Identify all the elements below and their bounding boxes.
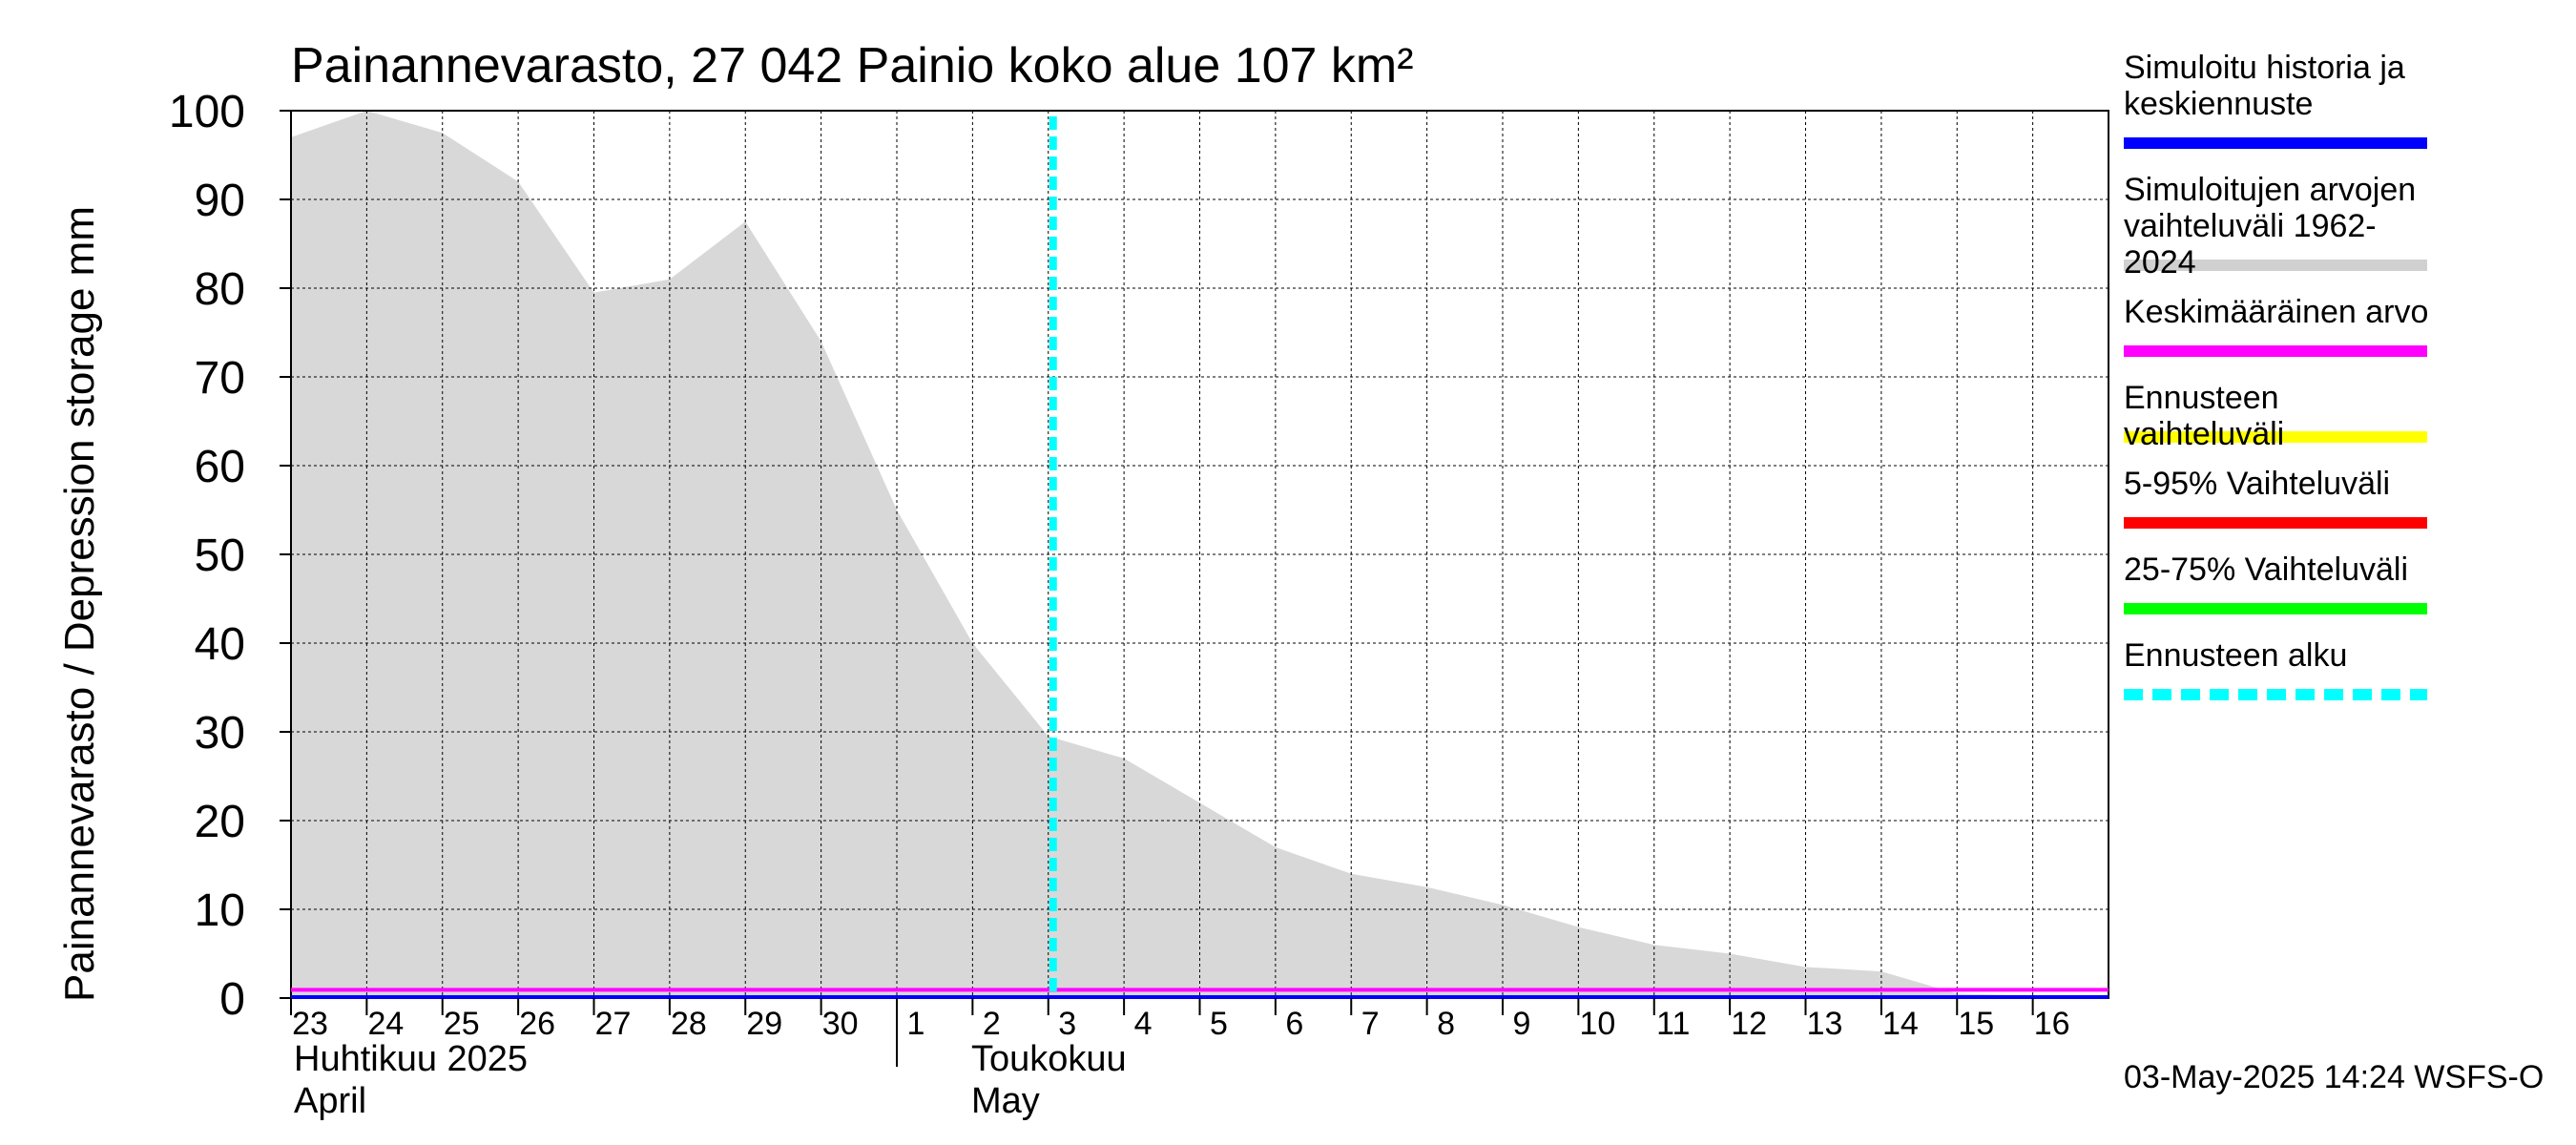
x-tick-label: 16: [2034, 1006, 2070, 1042]
x-tick-labels: 23 24 25 26 27 28 29 30 1 2 3 4 5 6 7 8 9 10 11 12 13 14 15 16: [290, 998, 2070, 1067]
legend-label: Ennusteen vaihteluväli: [2124, 380, 2285, 452]
x-tick-label: 28: [671, 1006, 707, 1042]
legend-label: Simuloitu historia ja keskiennuste: [2124, 50, 2405, 122]
month-label-april-en: April: [294, 1081, 366, 1121]
x-tick-label: 25: [444, 1006, 480, 1042]
y-tick-label: 70: [195, 353, 245, 404]
x-tick-label: 14: [1882, 1006, 1919, 1042]
month-label-april-fi: Huhtikuu 2025: [294, 1039, 528, 1079]
x-tick-label: 3: [1058, 1006, 1076, 1042]
timestamp: 03-May-2025 14:24 WSFS-O: [2124, 1059, 2545, 1095]
y-tick-label: 80: [195, 264, 245, 315]
x-tick-label: 2: [983, 1006, 1001, 1042]
x-tick-label: 11: [1656, 1006, 1690, 1042]
y-tick-label: 50: [195, 531, 245, 581]
x-tick-label: 9: [1513, 1006, 1531, 1042]
legend: [2124, 137, 2427, 700]
legend-label: Keskimääräinen arvo: [2124, 294, 2429, 330]
y-tick-label: 0: [219, 974, 245, 1025]
legend-label: 25-75% Vaihteluväli: [2124, 552, 2408, 588]
x-tick-label: 4: [1134, 1006, 1153, 1042]
legend-label: 5-95% Vaihteluväli: [2124, 466, 2391, 502]
y-tick-label: 40: [195, 619, 245, 670]
legend-label: Simuloitujen arvojen vaihteluväli 1962-2…: [2124, 172, 2417, 281]
x-tick-label: 29: [746, 1006, 782, 1042]
x-tick-label: 15: [1958, 1006, 1994, 1042]
month-labels: Huhtikuu 2025 April Toukokuu May: [294, 1039, 1127, 1121]
x-tick-label: 24: [367, 1006, 404, 1042]
x-tick-label: 7: [1361, 1006, 1380, 1042]
y-tick-labels: 0 10 20 30 40 50 60 70 80 90 100: [169, 87, 291, 1025]
y-tick-label: 90: [195, 176, 245, 226]
x-tick-label: 6: [1285, 1006, 1303, 1042]
x-tick-label: 12: [1731, 1006, 1767, 1042]
y-tick-label: 60: [195, 442, 245, 492]
x-tick-label: 23: [292, 1006, 328, 1042]
x-tick-label: 10: [1579, 1006, 1615, 1042]
y-tick-label: 20: [195, 797, 245, 847]
month-label-may-fi: Toukokuu: [971, 1039, 1127, 1079]
series-layer: [291, 116, 2109, 999]
x-tick-label: 30: [822, 1006, 859, 1042]
y-tick-label: 100: [169, 87, 245, 137]
x-tick-label: 13: [1807, 1006, 1843, 1042]
legend-label: Ennusteen alku: [2124, 637, 2348, 674]
y-tick-label: 30: [195, 708, 245, 759]
y-tick-label: 10: [195, 885, 245, 936]
x-tick-label: 1: [907, 1006, 925, 1042]
x-tick-label: 8: [1437, 1006, 1455, 1042]
y-axis-label: Painannevarasto / Depression storage mm: [56, 206, 103, 1002]
x-tick-label: 27: [595, 1006, 632, 1042]
x-tick-label: 5: [1210, 1006, 1228, 1042]
month-label-may-en: May: [971, 1081, 1040, 1121]
x-tick-label: 26: [519, 1006, 555, 1042]
chart-title: Painannevarasto, 27 042 Painio koko alue…: [291, 38, 1414, 94]
